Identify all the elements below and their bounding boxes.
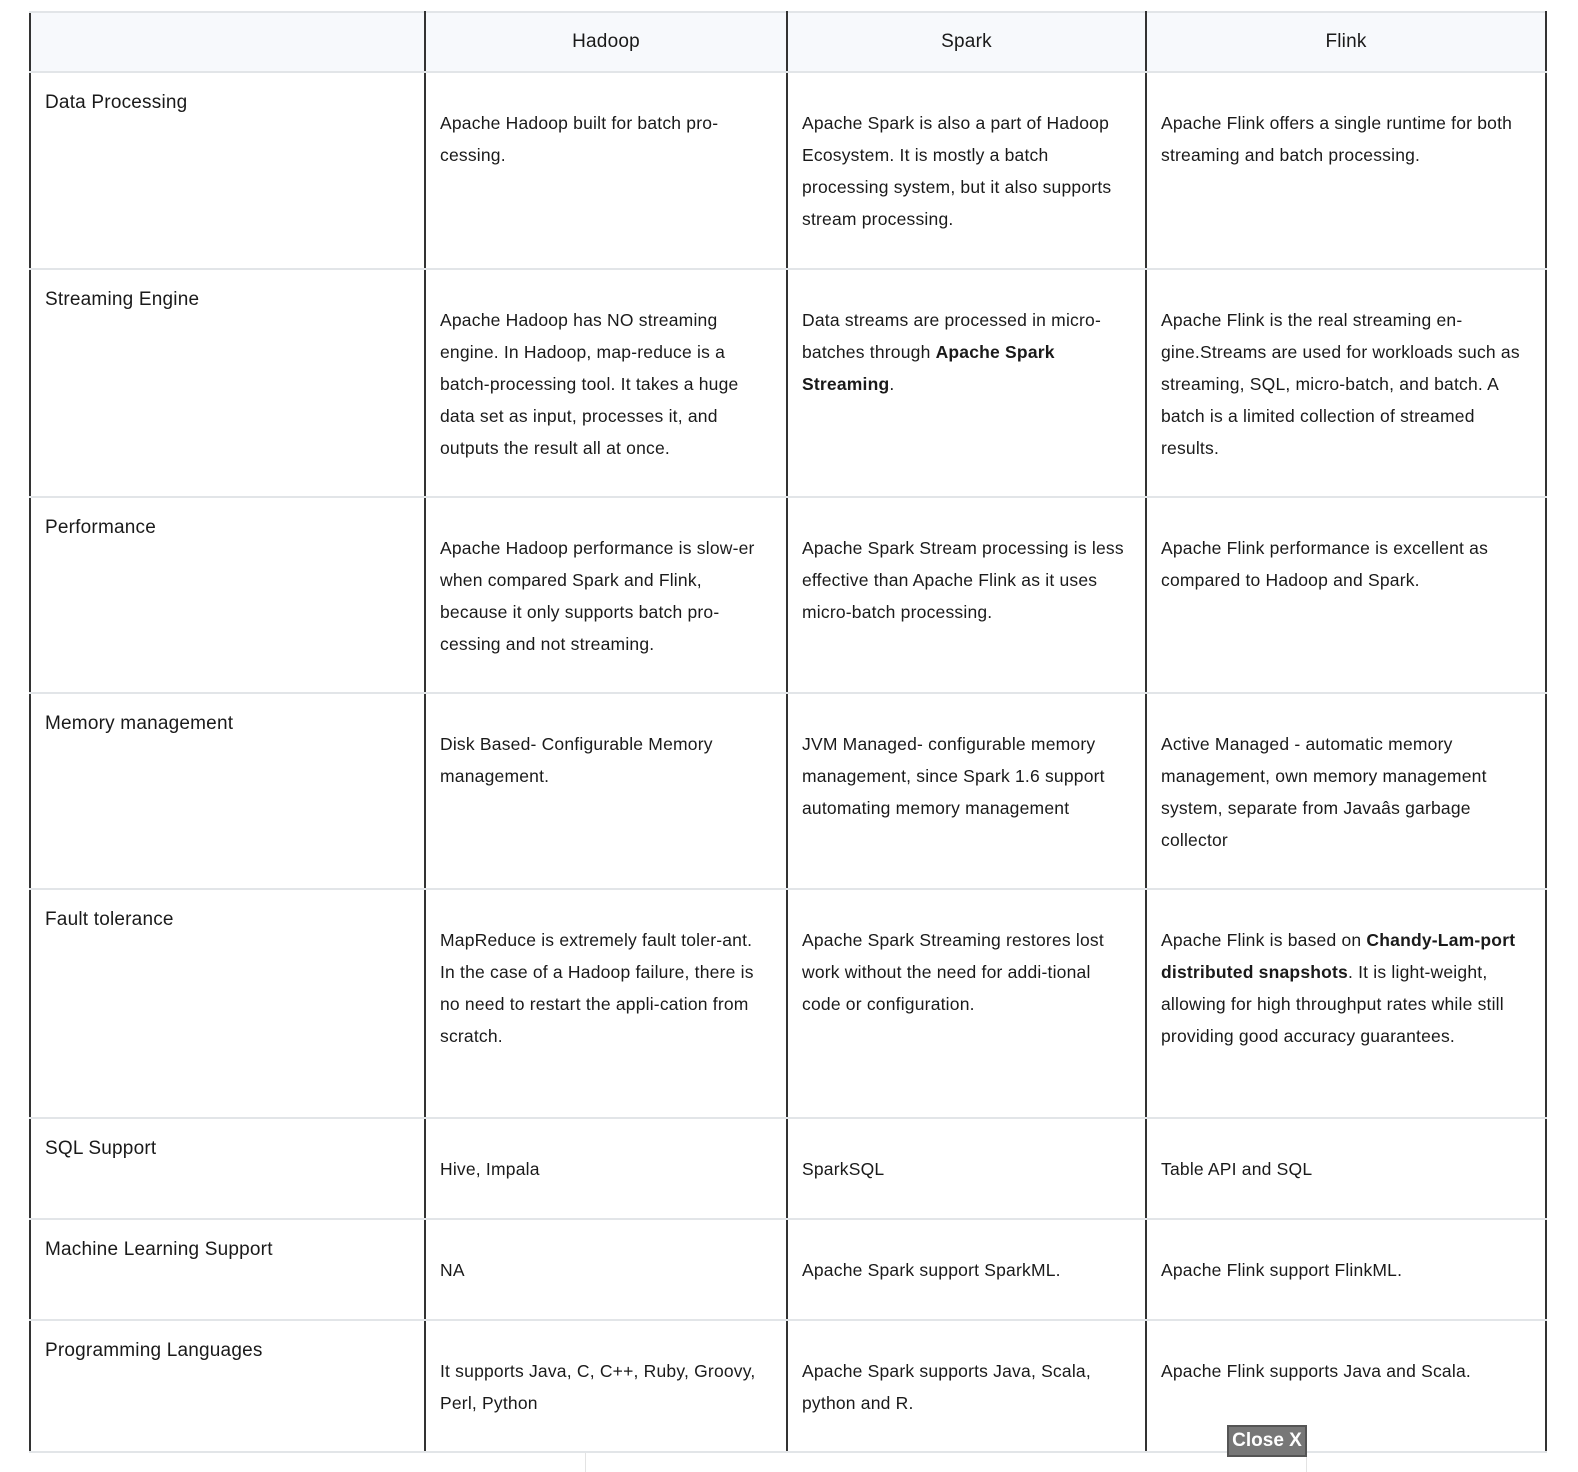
table-cell: MapReduce is extremely fault toler-ant. … [424, 888, 788, 1119]
column-header [29, 11, 426, 73]
cell-text: . [889, 374, 895, 394]
table-cell: Apache Flink offers a single runtime for… [1145, 71, 1547, 270]
cell-text: Active Managed - automatic memory manage… [1161, 734, 1487, 850]
row-label: SQL Support [29, 1117, 426, 1220]
table-cell: Disk Based- Configurable Memory manageme… [424, 692, 788, 890]
cell-text: Apache Hadoop built for batch pro-cessin… [440, 113, 719, 165]
row-label: Memory management [29, 692, 426, 890]
table-cell: Apache Flink supports Java and Scala. [1145, 1319, 1547, 1453]
table-cell: It supports Java, C, C++, Ruby, Groovy, … [424, 1319, 788, 1453]
cell-text: Apache Spark support SparkML. [802, 1260, 1061, 1280]
cell-text: Disk Based- Configurable Memory manageme… [440, 734, 713, 786]
table-cell: Apache Spark supports Java, Scala, pytho… [786, 1319, 1147, 1453]
table-cell: Apache Spark support SparkML. [786, 1218, 1147, 1321]
close-button[interactable]: Close X [1227, 1425, 1307, 1457]
comparison-table: Hadoop Spark Flink Data Processing Apache H… [29, 11, 1547, 1453]
cell-text: JVM Managed- configurable memory managem… [802, 734, 1105, 818]
row-label: Data Processing [29, 71, 426, 270]
table-cell: Apache Hadoop built for batch pro-cessin… [424, 71, 788, 270]
cell-text: NA [440, 1260, 465, 1280]
cell-text: Apache Spark is also a part of Hadoop Ec… [802, 113, 1112, 229]
cell-text: Data streams are processed in micro-batc… [802, 310, 1101, 362]
table-cell: JVM Managed- configurable memory managem… [786, 692, 1147, 890]
table-cell: Hive, Impala [424, 1117, 788, 1220]
table-cell: Data streams are processed in micro-batc… [786, 268, 1147, 498]
cell-text: Table API and SQL [1161, 1159, 1313, 1179]
table-cell: Apache Spark is also a part of Hadoop Ec… [786, 71, 1147, 270]
divider [585, 1453, 586, 1472]
table-cell: Apache Flink is the real streaming en-gi… [1145, 268, 1547, 498]
header-row: Hadoop Spark Flink [29, 11, 1547, 73]
cell-text: Apache Hadoop performance is slow-er whe… [440, 538, 755, 654]
cell-text: Apache Spark supports Java, Scala, pytho… [802, 1361, 1091, 1413]
row-label: Machine Learning Support [29, 1218, 426, 1321]
table-cell: Apache Spark Stream processing is less e… [786, 496, 1147, 694]
table-cell: Active Managed - automatic memory manage… [1145, 692, 1547, 890]
table-row: Machine Learning Support NA Apache Spark s… [29, 1218, 1547, 1321]
bold-text: Apache Spark Streaming [802, 342, 1055, 394]
column-header: Hadoop [424, 11, 788, 73]
table-row: Memory management Disk Based- Configurabl… [29, 692, 1547, 890]
table-cell: Apache Spark Streaming restores lost wor… [786, 888, 1147, 1119]
table-cell: Apache Flink performance is excellent as… [1145, 496, 1547, 694]
divider [1306, 1453, 1307, 1472]
cell-text: . It is light-weight, allowing for high … [1161, 962, 1504, 1046]
table-row: Performance Apache Hadoop performance is … [29, 496, 1547, 694]
cell-text: SparkSQL [802, 1159, 885, 1179]
row-label: Streaming Engine [29, 268, 426, 498]
table-cell: SparkSQL [786, 1117, 1147, 1220]
cell-text: Apache Flink support FlinkML. [1161, 1260, 1403, 1280]
row-label: Programming Languages [29, 1319, 426, 1453]
cell-text: Apache Hadoop has NO streaming engine. I… [440, 310, 739, 458]
cell-text: Apache Spark Stream processing is less e… [802, 538, 1124, 622]
table-row: Data Processing Apache Hadoop built for b… [29, 71, 1547, 270]
table-row: Fault tolerance MapReduce is extremely fa… [29, 888, 1547, 1119]
table-cell: NA [424, 1218, 788, 1321]
table-row: Programming Languages It supports Java, C… [29, 1319, 1547, 1453]
cell-text: MapReduce is extremely fault toler-ant. … [440, 930, 754, 1046]
cell-text: Hive, Impala [440, 1159, 540, 1179]
cell-text: Apache Spark Streaming restores lost wor… [802, 930, 1104, 1014]
column-header: Spark [786, 11, 1147, 73]
table-cell: Apache Flink is based on Chandy-Lam-port… [1145, 888, 1547, 1119]
table-cell: Table API and SQL [1145, 1117, 1547, 1220]
column-header: Flink [1145, 11, 1547, 73]
row-label: Performance [29, 496, 426, 694]
bold-text: Chandy-Lam-port distributed snapshots [1161, 930, 1516, 982]
table-cell: Apache Hadoop has NO streaming engine. I… [424, 268, 788, 498]
table-cell: Apache Flink support FlinkML. [1145, 1218, 1547, 1321]
table-cell: Apache Hadoop performance is slow-er whe… [424, 496, 788, 694]
cell-text: Apache Flink performance is excellent as… [1161, 538, 1489, 590]
row-label: Fault tolerance [29, 888, 426, 1119]
cell-text: Apache Flink is the real streaming en-gi… [1161, 310, 1520, 458]
table-row: SQL Support Hive, Impala SparkSQL Table API… [29, 1117, 1547, 1220]
cell-text: Apache Flink is based on [1161, 930, 1367, 950]
cell-text: Apache Flink supports Java and Scala. [1161, 1361, 1471, 1381]
cell-text: Apache Flink offers a single runtime for… [1161, 113, 1513, 165]
cell-text: It supports Java, C, C++, Ruby, Groovy, … [440, 1361, 756, 1413]
table-row: Streaming Engine Apache Hadoop has NO str… [29, 268, 1547, 498]
